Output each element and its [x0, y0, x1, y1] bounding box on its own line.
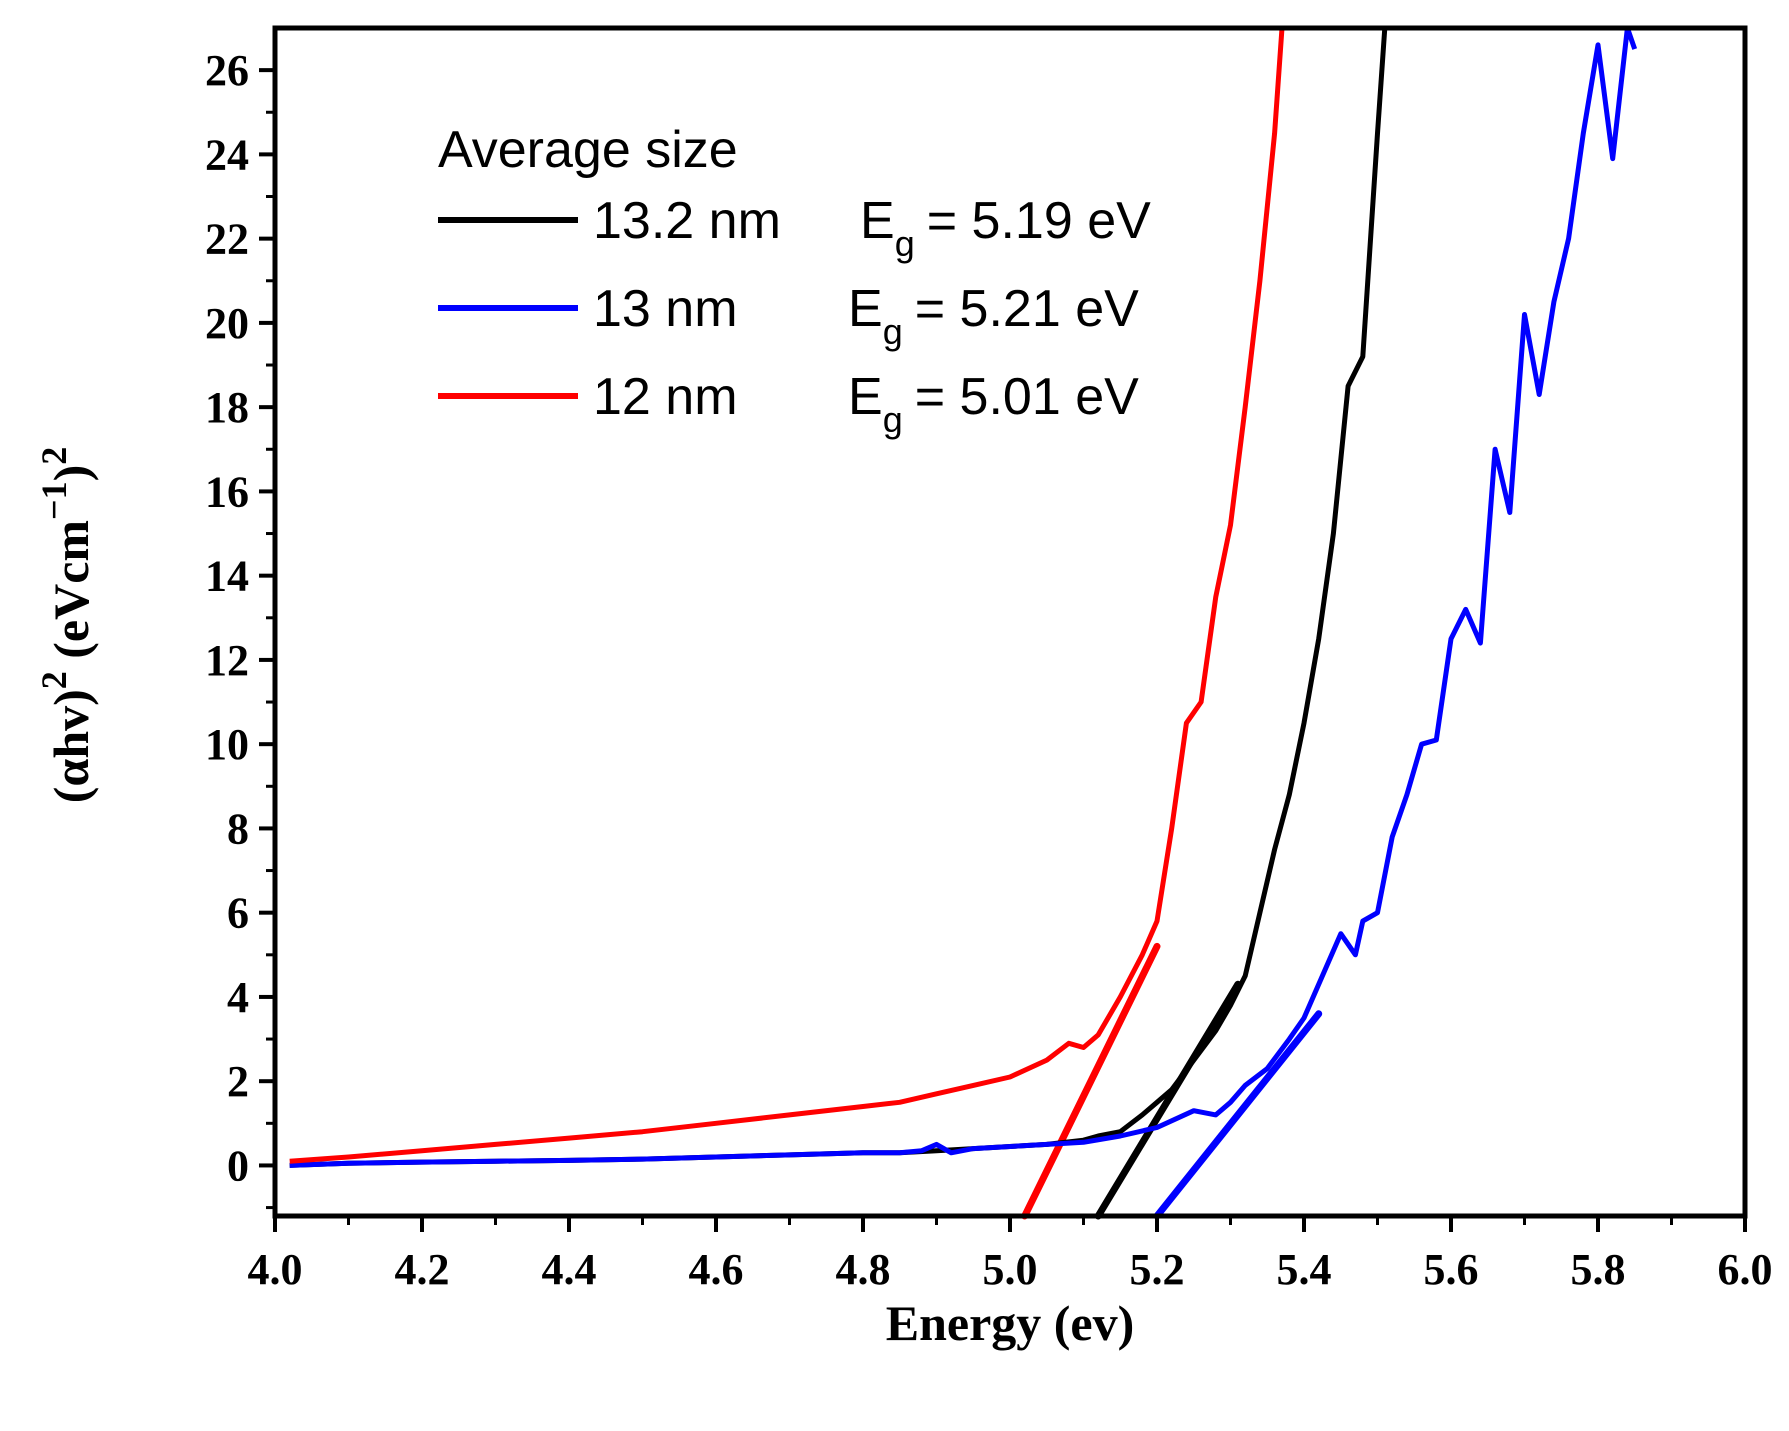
- legend: Average size 13.2 nm Eg = 5.19 eV 13 nm E…: [438, 121, 1151, 440]
- legend-size-13-2nm: 13.2 nm: [593, 192, 781, 250]
- y-tick-label: 2: [227, 1057, 249, 1106]
- x-tick-label: 5.4: [1277, 1245, 1332, 1294]
- y-tick-label: 20: [205, 299, 249, 348]
- y-tick-label: 24: [205, 130, 249, 179]
- y-axis-title: (αhv)2 (eVcm−1)2: [34, 447, 99, 803]
- fit-line-12nm: [1021, 942, 1161, 1220]
- series-line-13nm: [289, 25, 1638, 1168]
- y-tick-label: 4: [227, 973, 249, 1022]
- legend-title: Average size: [438, 121, 738, 179]
- x-tick-label: 5.8: [1571, 1245, 1626, 1294]
- x-tick-label: 5.2: [1130, 1245, 1185, 1294]
- fit-line-13-2nm: [1094, 980, 1242, 1220]
- y-tick-label: 12: [205, 636, 249, 685]
- legend-eg-13-2nm: Eg = 5.19 eV: [860, 192, 1151, 264]
- legend-eg-13nm: Eg = 5.21 eV: [848, 280, 1139, 352]
- y-tick-label: 18: [205, 383, 249, 432]
- y-tick-label: 0: [227, 1141, 249, 1190]
- x-tick-label: 4.8: [836, 1245, 891, 1294]
- y-tick-label: 26: [205, 46, 249, 95]
- x-tick-label: 4.2: [395, 1245, 450, 1294]
- x-tick-label: 6.0: [1718, 1245, 1773, 1294]
- legend-eg-12nm: Eg = 5.01 eV: [848, 368, 1139, 440]
- legend-size-13nm: 13 nm: [593, 280, 738, 338]
- fit-line-13nm: [1153, 1010, 1323, 1220]
- x-axis-title: Energy (ev): [886, 1295, 1135, 1351]
- y-tick-label: 6: [227, 889, 249, 938]
- y-tick-label: 10: [205, 720, 249, 769]
- y-tick-label: 22: [205, 215, 249, 264]
- series-lines: [289, 25, 1638, 1168]
- x-axis: 4.0 4.2 4.4 4.6 4.8 5.0 5.2 5.4 5.6 5.8 6.0: [248, 1216, 1773, 1294]
- y-tick-label: 8: [227, 804, 249, 853]
- x-tick-label: 5.6: [1424, 1245, 1479, 1294]
- legend-size-12nm: 12 nm: [593, 368, 738, 426]
- y-tick-label: 16: [205, 467, 249, 516]
- x-tick-label: 4.6: [689, 1245, 744, 1294]
- y-tick-label: 14: [205, 552, 249, 601]
- x-tick-label: 4.0: [248, 1245, 303, 1294]
- x-tick-label: 4.4: [542, 1245, 597, 1294]
- x-tick-label: 5.0: [983, 1245, 1038, 1294]
- fit-lines: [1021, 942, 1323, 1220]
- series-line-12nm: [289, 27, 1285, 1164]
